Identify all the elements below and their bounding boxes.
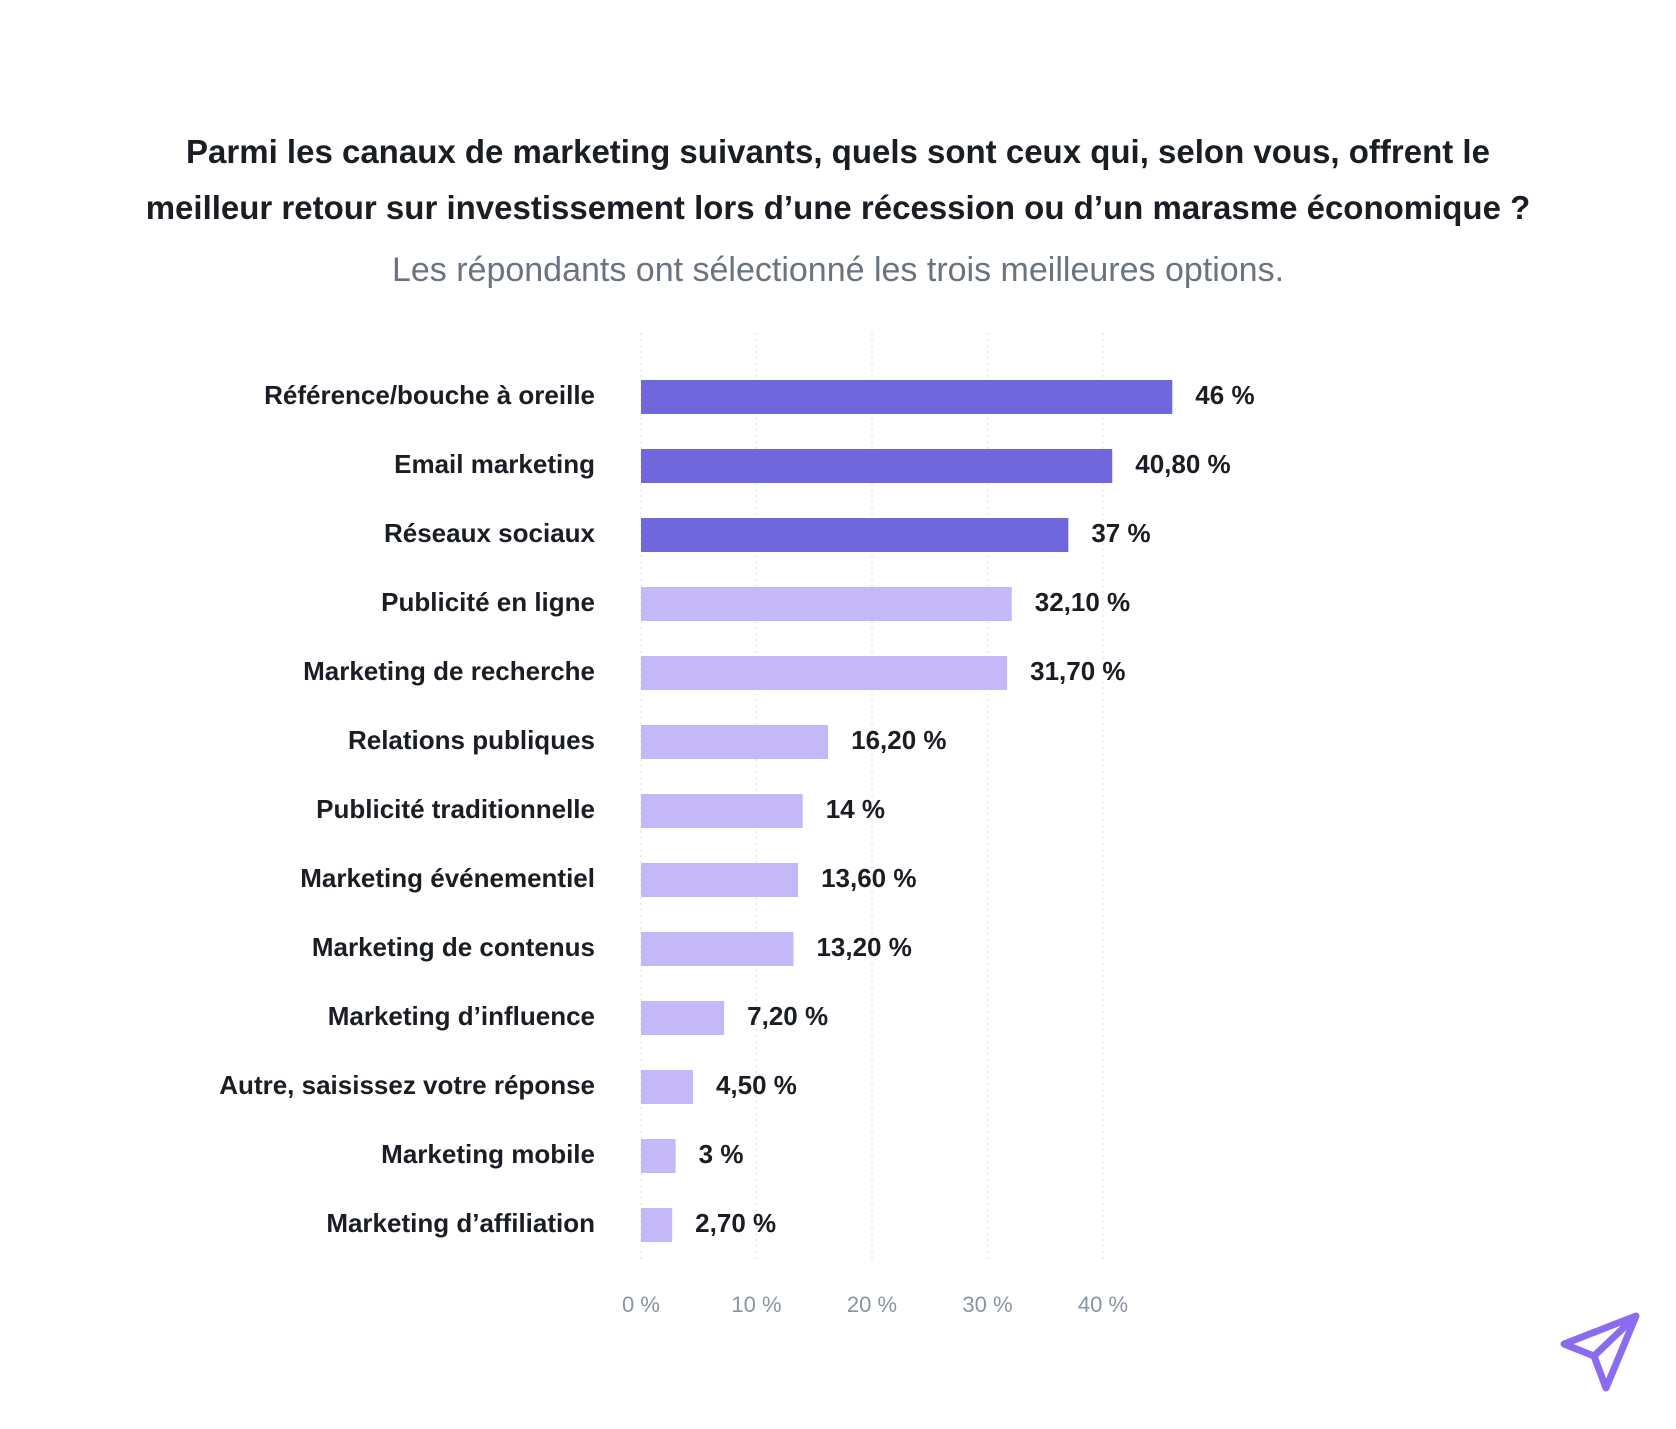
x-tick-label: 30 % <box>962 1292 1012 1317</box>
bar <box>641 380 1173 414</box>
value-label: 13,20 % <box>816 932 911 962</box>
value-label: 14 % <box>826 794 885 824</box>
bar <box>641 449 1113 483</box>
bar <box>641 518 1069 552</box>
category-label: Marketing de contenus <box>312 932 595 962</box>
bar <box>641 794 803 828</box>
bar <box>641 1208 673 1242</box>
category-label: Autre, saisissez votre réponse <box>219 1070 595 1100</box>
category-label: Référence/bouche à oreille <box>264 380 595 410</box>
bar <box>641 1001 725 1035</box>
x-tick-label: 10 % <box>731 1292 781 1317</box>
chart-title-line-1: Parmi les canaux de marketing suivants, … <box>186 133 1490 170</box>
value-label: 37 % <box>1091 518 1150 548</box>
value-label: 3 % <box>699 1139 744 1169</box>
value-label: 31,70 % <box>1030 656 1125 686</box>
value-label: 7,20 % <box>747 1001 828 1031</box>
value-label: 32,10 % <box>1035 587 1130 617</box>
category-label: Marketing d’influence <box>328 1001 595 1031</box>
value-label: 13,60 % <box>821 863 916 893</box>
x-tick-label: 0 % <box>622 1292 660 1317</box>
bar <box>641 1139 676 1173</box>
value-label: 16,20 % <box>851 725 946 755</box>
value-label: 46 % <box>1195 380 1254 410</box>
category-label: Marketing de recherche <box>303 656 595 686</box>
category-label: Réseaux sociaux <box>384 518 596 548</box>
x-tick-label: 20 % <box>847 1292 897 1317</box>
paper-plane-icon <box>1560 1312 1640 1392</box>
category-label: Publicité en ligne <box>381 587 595 617</box>
bar <box>641 863 799 897</box>
value-label: 4,50 % <box>716 1070 797 1100</box>
value-label: 2,70 % <box>695 1208 776 1238</box>
value-label: 40,80 % <box>1135 449 1230 479</box>
category-label: Email marketing <box>394 449 595 479</box>
x-tick-label: 40 % <box>1078 1292 1128 1317</box>
category-label: Marketing mobile <box>381 1139 595 1169</box>
bar <box>641 725 829 759</box>
category-label: Marketing événementiel <box>300 863 595 893</box>
bar <box>641 932 794 966</box>
bar <box>641 1070 693 1104</box>
category-label: Marketing d’affiliation <box>326 1208 595 1238</box>
category-label: Publicité traditionnelle <box>316 794 595 824</box>
chart-subtitle: Les répondants ont sélectionné les trois… <box>391 251 1285 289</box>
category-label: Relations publiques <box>348 725 595 755</box>
bar <box>641 587 1012 621</box>
bar <box>641 656 1008 690</box>
chart-title-line-2: meilleur retour sur investissement lors … <box>145 189 1531 226</box>
